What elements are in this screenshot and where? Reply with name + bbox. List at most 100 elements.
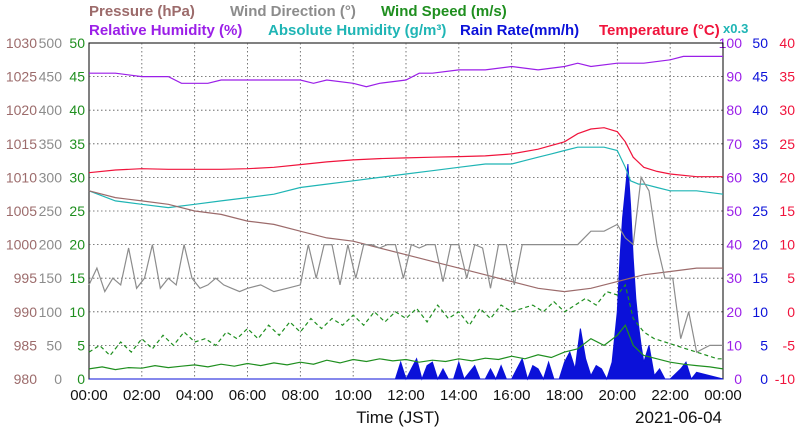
- grid-lines: [89, 43, 723, 379]
- humidity-tick-label: 50: [726, 203, 742, 219]
- wind-speed-tick-label: 15: [69, 270, 85, 286]
- legend-entry: Wind Speed (m/s): [381, 3, 507, 20]
- rain-rate-tick-label: 20: [752, 237, 768, 253]
- rain-rate-tick-label: 10: [752, 304, 768, 320]
- x-tick-label: 22:00: [651, 387, 689, 404]
- humidity-tick-label: 20: [726, 304, 742, 320]
- pressure-tick-label: 990: [14, 304, 38, 320]
- temperature-tick-label: 40: [779, 35, 795, 51]
- left-y-axes: 1030102510201015101010051000995990985980…: [6, 35, 85, 387]
- pressure-tick-label: 980: [14, 371, 38, 387]
- wind-speed-tick-label: 50: [69, 35, 85, 51]
- rain-rate-tick-label: 50: [752, 35, 768, 51]
- wind-direction-tick-label: 350: [39, 136, 63, 152]
- pressure-tick-label: 1025: [6, 69, 37, 85]
- wind-speed-tick-label: 0: [77, 371, 85, 387]
- wind-direction-tick-label: 250: [39, 203, 63, 219]
- wind-direction-tick-label: 450: [39, 69, 63, 85]
- x-tick-label: 18:00: [546, 387, 584, 404]
- x-tick-label: 02:00: [123, 387, 161, 404]
- x-tick-label: 10:00: [334, 387, 372, 404]
- wind-direction-tick-label: 50: [46, 337, 62, 353]
- legend-entry: Temperature (°C): [599, 22, 720, 39]
- rain-rate-area: [89, 163, 724, 381]
- wind-direction-tick-label: 500: [39, 35, 63, 51]
- absolute-humidity-g-m-line: [88, 146, 724, 209]
- legend-entry: Rain Rate(mm/h): [460, 22, 579, 39]
- rain-rate-tick-label: 35: [752, 136, 768, 152]
- wind-speed-m-s-line: [88, 324, 724, 371]
- pressure-tick-label: 1030: [6, 35, 37, 51]
- legend-entry: Wind Direction (°): [230, 3, 356, 20]
- wind-speed-tick-label: 35: [69, 136, 85, 152]
- pressure-tick-label: 1005: [6, 203, 37, 219]
- humidity-tick-label: 100: [719, 35, 743, 51]
- rain-rate-tick-label: 25: [752, 203, 768, 219]
- chart-legend: Pressure (hPa) Wind Direction (°) Wind Spe…: [89, 3, 748, 39]
- humidity-tick-label: 60: [726, 169, 742, 185]
- x-tick-label: 12:00: [387, 387, 425, 404]
- x-tick-label: 06:00: [229, 387, 267, 404]
- wind-speed-tick-label: 40: [69, 102, 85, 118]
- legend-entry: Absolute Humidity (g/m³): [268, 22, 446, 39]
- humidity-tick-label: 70: [726, 136, 742, 152]
- pressure-tick-label: 1000: [6, 237, 37, 253]
- x-tick-label: 14:00: [440, 387, 478, 404]
- humidity-tick-label: 10: [726, 337, 742, 353]
- wind-speed-tick-label: 20: [69, 237, 85, 253]
- temperature-tick-label: 15: [779, 203, 795, 219]
- plot-area: [88, 42, 724, 381]
- wind-direction-tick-label: 150: [39, 270, 63, 286]
- x-tick-label: 00:00: [70, 387, 108, 404]
- max-wind-speed-m-s-line: [88, 283, 723, 360]
- humidity-tick-label: 30: [726, 270, 742, 286]
- wind-speed-tick-label: 5: [77, 337, 85, 353]
- legend-entry: Relative Humidity (%): [89, 22, 242, 39]
- temperature-tick-label: 0: [787, 304, 795, 320]
- temperature-tick-label: -10: [775, 371, 795, 387]
- abs-humidity-factor: x0.3: [723, 21, 748, 36]
- temperature-tick-label: -5: [783, 337, 796, 353]
- temperature-tick-label: 35: [779, 69, 795, 85]
- temperature-tick-label: 30: [779, 102, 795, 118]
- pressure-hpa-line: [88, 190, 723, 293]
- pressure-tick-label: 1020: [6, 102, 37, 118]
- x-axis-label: Time (JST): [356, 408, 439, 427]
- wind-direction-tick-label: 0: [54, 371, 62, 387]
- wind-direction-tick-label: 400: [39, 102, 63, 118]
- humidity-tick-label: 80: [726, 102, 742, 118]
- x-tick-label: 16:00: [493, 387, 531, 404]
- wind-direction-tick-label: 200: [39, 237, 63, 253]
- temperature-c-line: [88, 127, 723, 178]
- rain-rate-tick-label: 40: [752, 102, 768, 118]
- rain-rate-tick-label: 5: [760, 337, 768, 353]
- x-tick-label: 00:00: [704, 387, 742, 404]
- wind-direction-line: [88, 175, 723, 353]
- temperature-tick-label: 5: [787, 270, 795, 286]
- pressure-tick-label: 1015: [6, 136, 37, 152]
- rain-rate-tick-label: 45: [752, 69, 768, 85]
- pressure-tick-label: 995: [14, 270, 38, 286]
- x-tick-label: 08:00: [282, 387, 320, 404]
- legend-entry: Pressure (hPa): [89, 3, 195, 20]
- temperature-tick-label: 25: [779, 136, 795, 152]
- x-axis: 00:00 02:00 04:00 06:00 08:00 10:00 12:00 14:00…: [70, 387, 742, 404]
- relative-humidity-line: [89, 55, 723, 88]
- chart-date: 2021-06-04: [635, 408, 722, 427]
- wind-speed-tick-label: 45: [69, 69, 85, 85]
- pressure-tick-label: 985: [14, 337, 38, 353]
- x-tick-label: 04:00: [176, 387, 214, 404]
- wind-speed-tick-label: 10: [69, 304, 85, 320]
- humidity-tick-label: 40: [726, 237, 742, 253]
- x-tick-label: 20:00: [599, 387, 637, 404]
- rain-rate-tick-label: 30: [752, 169, 768, 185]
- rain-rate-tick-label: 0: [760, 371, 768, 387]
- rain-rate-tick-label: 15: [752, 270, 768, 286]
- series-layer: [88, 55, 724, 381]
- temperature-tick-label: 10: [779, 237, 795, 253]
- right-y-axes: 1009080706050403020100504540353025201510…: [719, 35, 796, 387]
- wind-direction-tick-label: 100: [39, 304, 63, 320]
- wind-direction-tick-label: 300: [39, 169, 63, 185]
- temperature-tick-label: 20: [779, 169, 795, 185]
